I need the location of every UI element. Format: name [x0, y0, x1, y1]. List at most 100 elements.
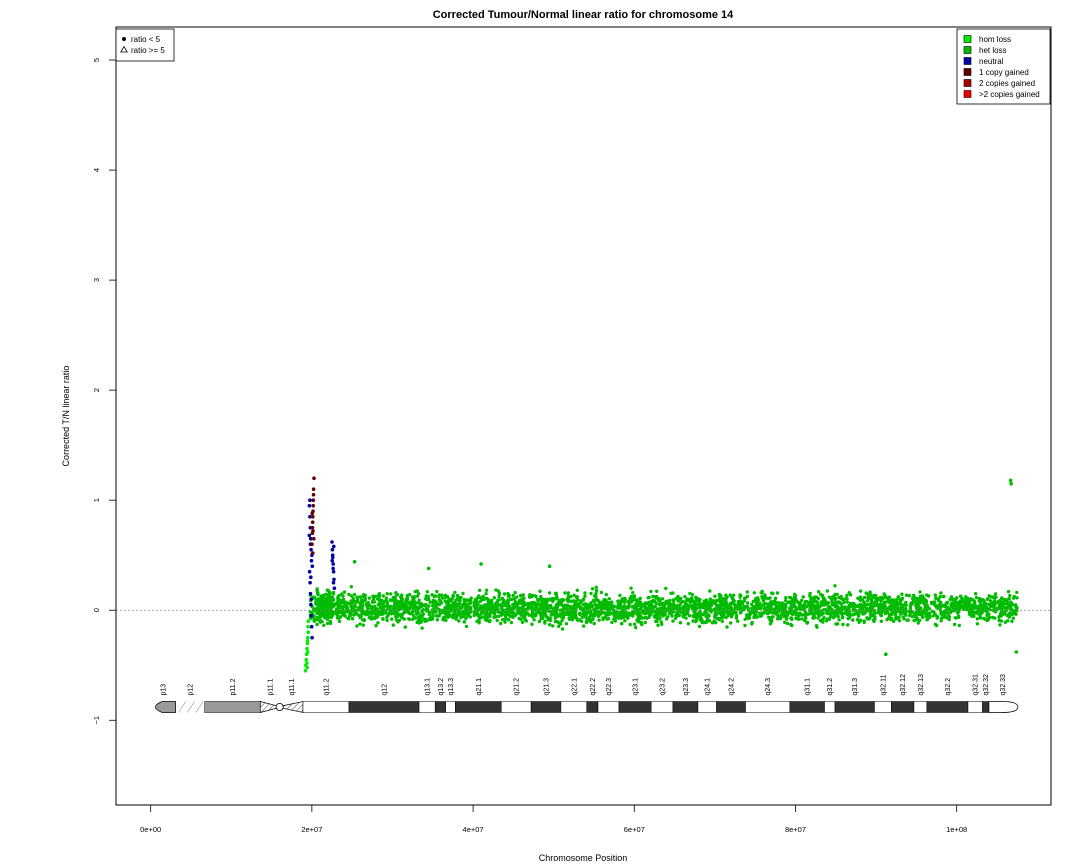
data-point-het-loss [517, 607, 521, 611]
legend-ratio-at-least-5: ratio >= 5 [131, 46, 165, 55]
data-point-het-loss [414, 610, 418, 614]
data-point-het-loss [1005, 601, 1009, 606]
data-point-het-loss [949, 595, 954, 599]
data-point-het-loss [553, 616, 558, 620]
data-point-het-loss [898, 598, 903, 602]
data-point-het-loss [366, 602, 370, 607]
data-point-het-loss [925, 593, 929, 597]
data-point-het-loss [879, 619, 883, 623]
ideogram-band-q32-11 [874, 701, 892, 713]
ideogram-label-q22-1: q22.1 [571, 678, 578, 696]
data-point-het-loss [620, 621, 624, 626]
data-point-het-loss [1006, 589, 1011, 594]
data-point-het-loss [326, 604, 330, 608]
data-point-het-loss [703, 611, 707, 615]
data-point-het-loss [719, 606, 723, 611]
data-point-het-loss [848, 593, 853, 597]
ideogram-label-q24-3: q24.3 [765, 678, 772, 696]
data-point-het-loss [679, 601, 683, 605]
data-point-het-loss [924, 605, 928, 610]
data-point-het-loss [784, 617, 789, 621]
data-point-het-loss [664, 586, 668, 591]
data-point-het-loss [794, 613, 798, 617]
data-point-het-loss [447, 597, 451, 601]
data-point-het-loss [919, 610, 924, 614]
ideogram-label-q32-12: q32.12 [900, 674, 907, 696]
data-point-neutral [307, 569, 312, 574]
data-point-het-loss [934, 596, 938, 601]
data-point-neutral [308, 536, 313, 541]
data-point-het-loss [836, 622, 840, 626]
data-point-het-loss [627, 603, 631, 607]
data-point-het-loss [863, 604, 867, 609]
data-point-het-loss [872, 612, 876, 616]
data-point-het-loss [484, 592, 488, 596]
data-point-het-loss [453, 590, 457, 595]
data-point-het-loss [933, 622, 938, 626]
data-point-het-loss [745, 601, 750, 605]
x-tick-label: 6e+07 [624, 825, 645, 834]
data-point-het-loss [1008, 593, 1012, 598]
data-point-het-loss [939, 591, 943, 595]
data-point-het-loss [422, 618, 426, 622]
data-point-het-loss [866, 602, 870, 607]
data-point-het-loss [892, 608, 896, 612]
data-point-het-loss [494, 588, 498, 592]
data-point-het-loss [560, 627, 565, 631]
data-point-het-loss [638, 596, 642, 600]
data-point-het-loss [652, 605, 656, 609]
data-point-het-loss [422, 604, 427, 608]
data-point-het-loss [704, 614, 708, 619]
data-point-het-loss [509, 609, 513, 613]
data-point-het-loss [844, 596, 848, 600]
data-point-het-loss [330, 604, 334, 608]
data-point-het-loss [326, 615, 330, 619]
data-point-het-loss [773, 608, 777, 612]
data-point-het-loss [837, 595, 841, 600]
y-tick-label: 5 [92, 58, 101, 62]
legend-swatch-neutral [963, 57, 972, 65]
data-point-het-loss [976, 612, 980, 616]
data-point-het-loss [870, 599, 874, 604]
data-point-het-loss [887, 612, 891, 616]
data-point-het-loss [656, 607, 661, 611]
data-point-het-loss [724, 598, 728, 602]
data-point-het-loss [984, 605, 989, 609]
data-point-het-loss [985, 613, 989, 618]
data-point-het-loss [677, 613, 682, 618]
data-point-het-loss [914, 601, 918, 605]
data-point-het-loss [454, 617, 458, 621]
data-point-het-loss [740, 601, 745, 606]
data-point-neutral [308, 591, 313, 596]
data-point-het-loss [941, 594, 946, 599]
data-point-het-loss [643, 605, 648, 610]
data-point-het-loss [344, 601, 348, 605]
data-point-het-loss [551, 599, 555, 603]
data-point-neutral [331, 569, 336, 574]
data-point-het-loss [352, 599, 356, 603]
data-points [303, 476, 1019, 673]
y-tick-label: −1 [92, 716, 101, 725]
data-point-het-loss [618, 593, 622, 598]
data-point-het-loss [538, 589, 542, 593]
data-point-het-loss [539, 605, 543, 609]
data-point-het-loss [930, 601, 934, 606]
data-point-het-loss [315, 591, 320, 595]
data-point-het-loss [953, 603, 958, 607]
legend-label-1-copy-gained: 1 copy gained [979, 68, 1029, 77]
data-point-1-copy-gained [310, 542, 314, 546]
data-point-het-loss [503, 620, 507, 624]
data-point-hom-loss [306, 630, 311, 634]
data-point-het-loss [809, 608, 814, 613]
data-point-1-copy-gained [312, 476, 316, 481]
ideogram-label-p12: p12 [188, 684, 195, 696]
data-point-het-loss [546, 618, 550, 622]
data-point-het-loss [543, 621, 547, 625]
data-point-het-loss [574, 595, 579, 600]
ideogram-label-q12: q12 [382, 684, 389, 696]
data-point-het-loss [444, 607, 449, 612]
data-point-het-loss [468, 615, 473, 619]
data-point-het-loss [363, 598, 367, 603]
data-point-het-loss [537, 603, 542, 607]
data-point-het-loss [809, 596, 813, 600]
